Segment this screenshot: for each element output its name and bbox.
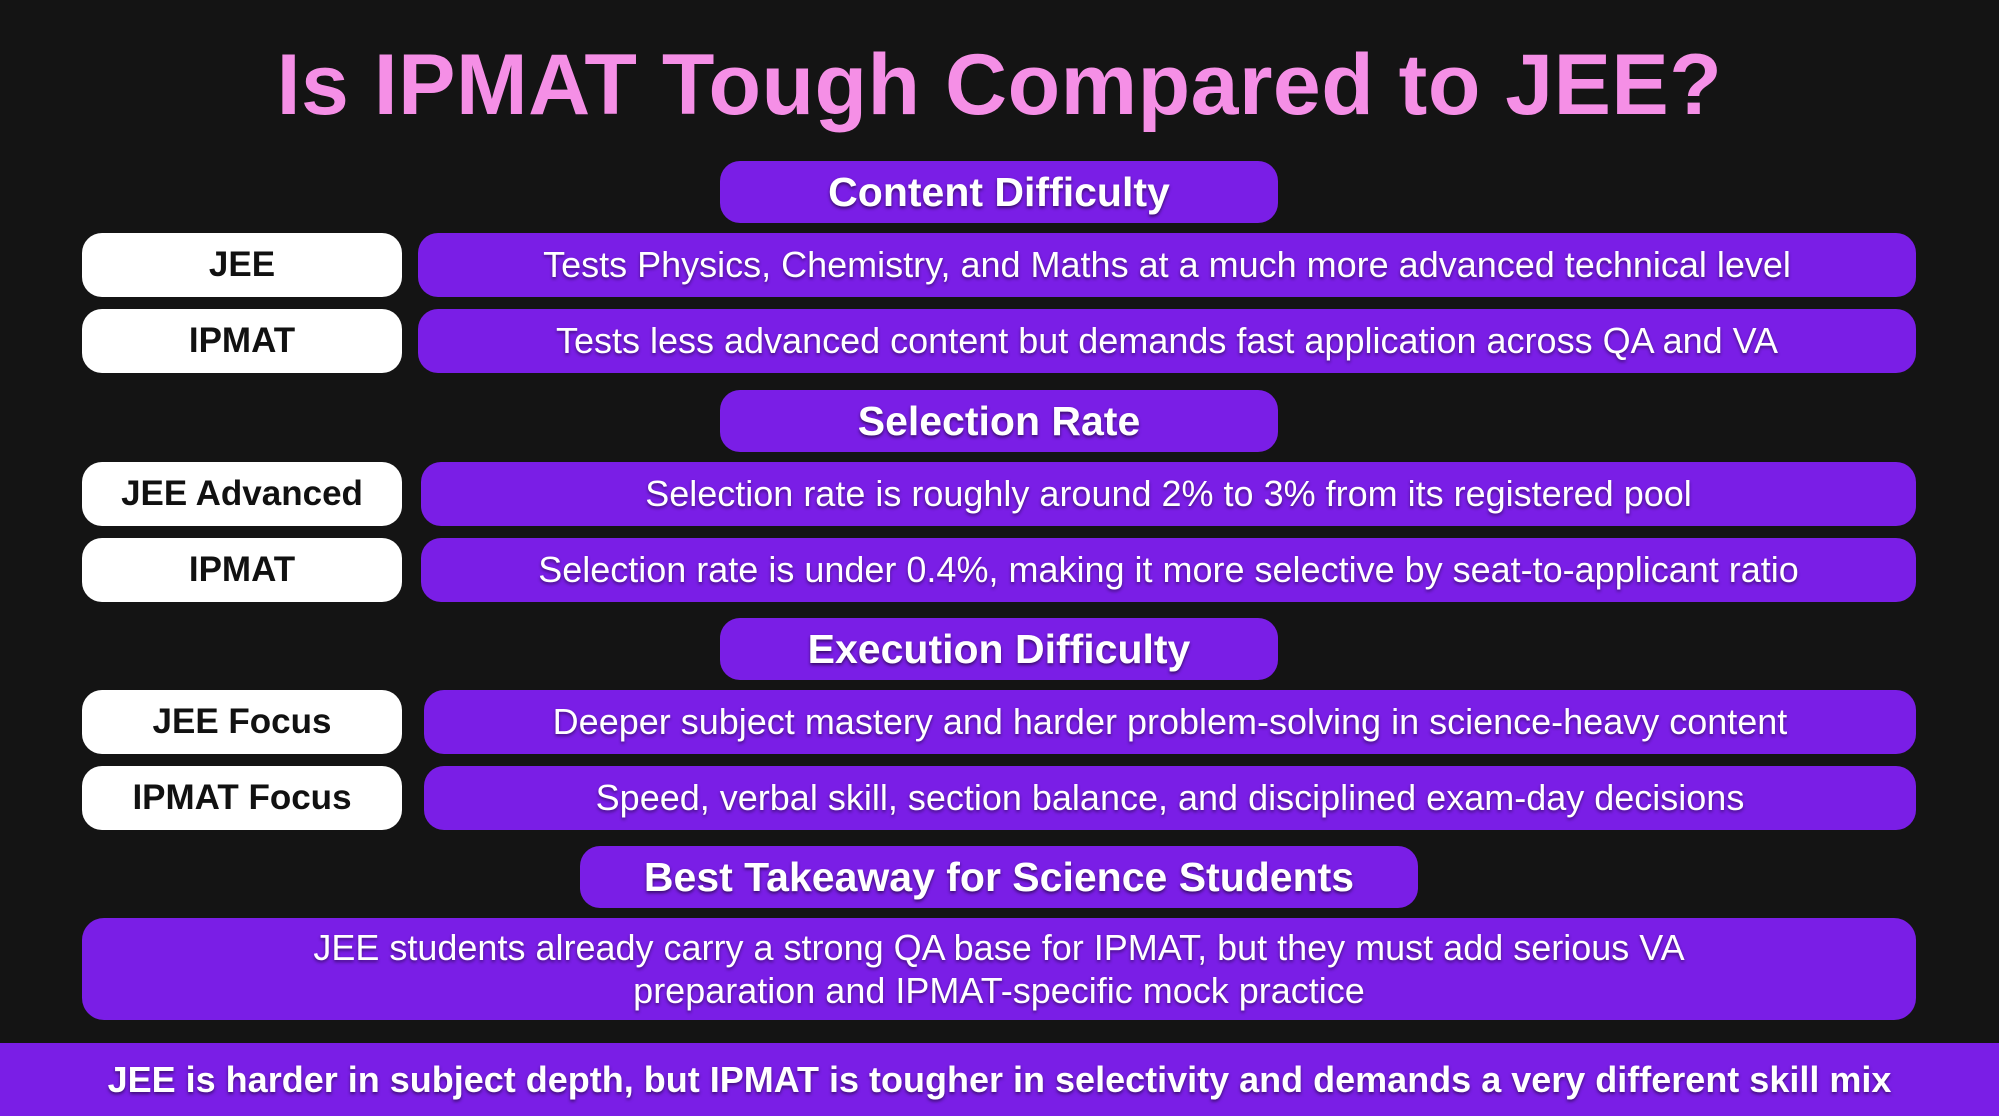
row-label-ipmat-focus: IPMAT Focus: [82, 766, 402, 830]
section-heading-execution-difficulty: Execution Difficulty: [720, 618, 1278, 680]
section-heading-best-takeaway: Best Takeaway for Science Students: [580, 846, 1418, 908]
row-label-jee: JEE: [82, 233, 402, 297]
page-title: Is IPMAT Tough Compared to JEE?: [276, 37, 1723, 133]
row-text-ipmat-selection: Selection rate is under 0.4%, making it …: [421, 538, 1916, 602]
takeaway-box: JEE students already carry a strong QA b…: [82, 918, 1916, 1020]
row-text-jee-focus: Deeper subject mastery and harder proble…: [424, 690, 1916, 754]
row-label-jee-advanced: JEE Advanced: [82, 462, 402, 526]
section-heading-selection-rate: Selection Rate: [720, 390, 1278, 452]
footer-banner: JEE is harder in subject depth, but IPMA…: [0, 1043, 1999, 1116]
row-text-jee-advanced-selection: Selection rate is roughly around 2% to 3…: [421, 462, 1916, 526]
row-text-ipmat-focus: Speed, verbal skill, section balance, an…: [424, 766, 1916, 830]
section-heading-content-difficulty: Content Difficulty: [720, 161, 1278, 223]
row-label-jee-focus: JEE Focus: [82, 690, 402, 754]
row-label-ipmat-selection: IPMAT: [82, 538, 402, 602]
row-label-ipmat: IPMAT: [82, 309, 402, 373]
row-text-ipmat-content: Tests less advanced content but demands …: [418, 309, 1916, 373]
row-text-jee-content: Tests Physics, Chemistry, and Maths at a…: [418, 233, 1916, 297]
